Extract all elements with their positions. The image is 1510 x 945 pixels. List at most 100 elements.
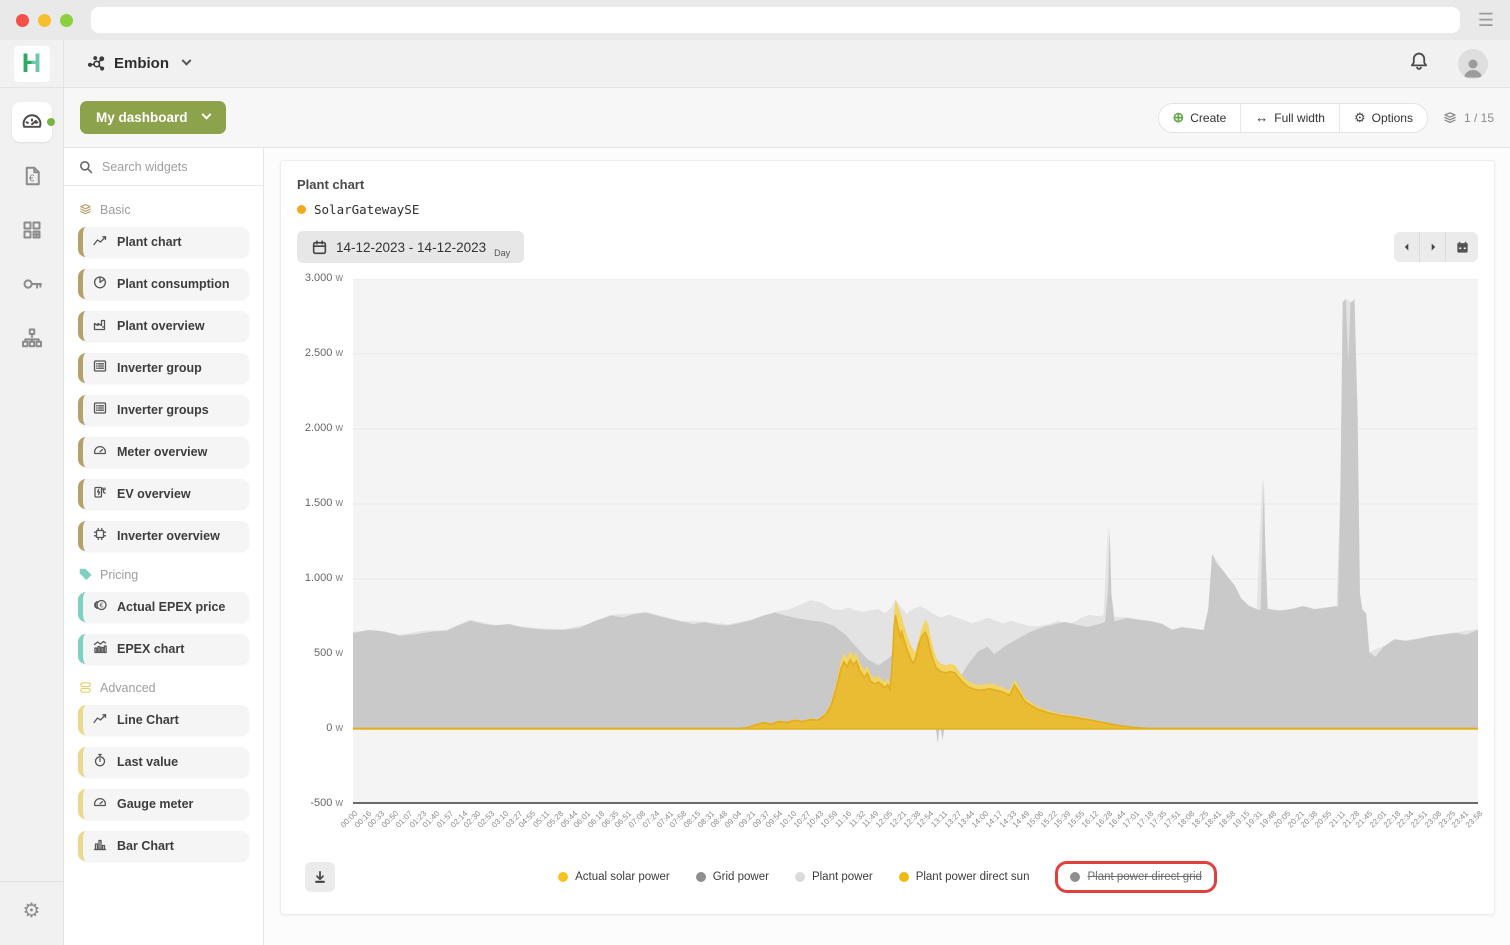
bell-icon (1408, 50, 1430, 72)
widget-item-plant-overview[interactable]: Plant overview (78, 311, 249, 341)
zoom-window-button[interactable] (60, 14, 73, 27)
full-width-button[interactable]: ↔ Full width (1241, 104, 1340, 132)
y-unit: W (335, 799, 343, 808)
app-header: Embion (64, 40, 1510, 88)
gauge-icon (92, 442, 108, 463)
widget-item-meter-overview[interactable]: Meter overview (78, 437, 249, 467)
chip-icon (92, 526, 108, 547)
create-label: Create (1190, 111, 1226, 125)
section-basic: Basic Plant chart Plant consumption (64, 202, 263, 551)
widget-title: Plant chart (297, 177, 1478, 192)
dashboard-main: Plant chart SolarGatewaySE 14-12-2023 - … (264, 148, 1510, 945)
legend-label: Grid power (713, 871, 769, 883)
widget-label: Plant overview (117, 319, 205, 333)
stopwatch-icon (92, 752, 108, 773)
close-window-button[interactable] (16, 14, 29, 27)
legend-dot (1070, 872, 1080, 882)
minimize-window-button[interactable] (38, 14, 51, 27)
calendar-icon (311, 239, 328, 256)
layers-icon (78, 202, 93, 217)
line-chart-icon (92, 710, 108, 731)
options-button[interactable]: ⚙ Options (1340, 104, 1427, 132)
date-range-text: 14-12-2023 - 14-12-2023 (336, 240, 486, 255)
y-unit: W (335, 724, 343, 733)
window-controls (16, 14, 73, 27)
y-unit: W (335, 649, 343, 658)
device-row: SolarGatewaySE (297, 202, 1478, 217)
widget-item-line-chart[interactable]: Line Chart (78, 705, 249, 735)
widget-item-epex-chart[interactable]: EPEX chart (78, 634, 249, 664)
rail-item-widgets[interactable] (12, 210, 52, 250)
search-input[interactable] (102, 160, 242, 174)
widgets-sidebar: Basic Plant chart Plant consumption (64, 148, 264, 945)
rail-item-hierarchy[interactable] (12, 318, 52, 358)
widget-item-plant-consumption[interactable]: Plant consumption (78, 269, 249, 299)
chevron-left-icon (1400, 240, 1414, 254)
invoice-euro-icon: € (20, 164, 44, 188)
rail-item-settings[interactable]: ⚙ (0, 881, 64, 945)
widget-item-gauge-meter[interactable]: Gauge meter (78, 789, 249, 819)
legend-dot (558, 872, 568, 882)
y-unit: W (335, 274, 343, 283)
widget-item-inverter-overview[interactable]: Inverter overview (78, 521, 249, 551)
rail-item-invoices[interactable]: € (12, 156, 52, 196)
widget-item-inverter-group[interactable]: Inverter group (78, 353, 249, 383)
widget-label: Line Chart (117, 713, 179, 727)
widget-item-last-value[interactable]: Last value (78, 747, 249, 777)
legend-item-plant-power[interactable]: Plant power (795, 871, 873, 883)
person-icon (1460, 55, 1486, 79)
notifications-button[interactable] (1408, 50, 1430, 77)
y-tick-label: 3.000 W (305, 272, 343, 284)
widget-item-actual-epex-price[interactable]: € Actual EPEX price (78, 592, 249, 622)
legend-item-grid-power[interactable]: Grid power (696, 871, 769, 883)
list-icon (92, 358, 108, 379)
widget-item-plant-chart[interactable]: Plant chart (78, 227, 249, 257)
key-icon (20, 272, 44, 296)
date-range-picker[interactable]: 14-12-2023 - 14-12-2023 Day (297, 231, 524, 263)
rail-item-access-keys[interactable] (12, 264, 52, 304)
widget-label: Gauge meter (117, 797, 193, 811)
calendar-button[interactable] (1446, 232, 1478, 262)
rail-item-dashboard[interactable] (12, 102, 52, 142)
widget-label: Plant chart (117, 235, 182, 249)
legend-item-plant-power-direct-grid[interactable]: Plant power direct grid (1055, 861, 1216, 893)
chart-controls: 14-12-2023 - 14-12-2023 Day (297, 231, 1478, 263)
svg-text:€: € (29, 173, 35, 184)
widget-label: Inverter groups (117, 403, 209, 417)
legend-label: Plant power direct sun (916, 871, 1030, 883)
gear-icon: ⚙ (23, 900, 41, 922)
widget-label: EPEX chart (117, 642, 184, 656)
app-shell: H € ⚙ (0, 40, 1510, 945)
dashboard-pager[interactable]: 1 / 15 (1442, 110, 1494, 126)
legend-item-plant-power-direct-sun[interactable]: Plant power direct sun (899, 871, 1030, 883)
next-period-button[interactable] (1420, 232, 1446, 262)
organization-switcher[interactable]: Embion (86, 54, 190, 74)
user-avatar[interactable] (1458, 49, 1488, 79)
chart-footer: Actual solar power Grid power Plant power P… (297, 850, 1478, 904)
y-axis-labels: 3.000 W2.500 W2.000 W1.500 W1.000 W500 W… (297, 279, 353, 804)
create-button[interactable]: ⊕ Create (1159, 104, 1242, 132)
y-unit: W (335, 499, 343, 508)
browser-menu-icon[interactable]: ☰ (1478, 11, 1494, 29)
legend-item-actual-solar-power[interactable]: Actual solar power (558, 871, 670, 883)
widget-item-ev-overview[interactable]: EV overview (78, 479, 249, 509)
chart-plot-area[interactable] (353, 279, 1478, 804)
widget-item-inverter-groups[interactable]: Inverter groups (78, 395, 249, 425)
widget-label: Inverter group (117, 361, 202, 375)
logo-tile: H (14, 46, 50, 82)
prev-period-button[interactable] (1394, 232, 1420, 262)
chart-canvas (353, 279, 1478, 804)
toolbar-actions: ⊕ Create ↔ Full width ⚙ Options (1158, 103, 1428, 133)
app-logo[interactable]: H (0, 40, 64, 88)
address-bar[interactable] (91, 7, 1460, 33)
widget-label: Meter overview (117, 445, 207, 459)
dashboard-name: My dashboard (96, 110, 188, 125)
dashboard-selector-button[interactable]: My dashboard (80, 101, 226, 134)
plant-chart-widget: Plant chart SolarGatewaySE 14-12-2023 - … (280, 160, 1495, 915)
bars-line-icon (92, 639, 108, 660)
y-unit: W (335, 574, 343, 583)
list-icon (92, 400, 108, 421)
widget-item-bar-chart[interactable]: Bar Chart (78, 831, 249, 861)
stack-icon (78, 680, 93, 695)
download-chart-button[interactable] (305, 862, 335, 892)
